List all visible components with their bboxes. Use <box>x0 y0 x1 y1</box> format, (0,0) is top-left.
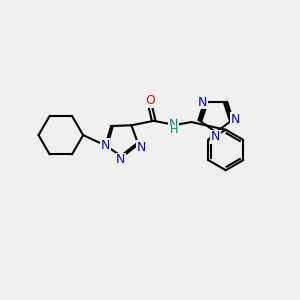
Text: N: N <box>101 139 110 152</box>
Text: N: N <box>211 130 220 143</box>
Text: N: N <box>230 113 240 126</box>
Text: O: O <box>145 94 155 107</box>
Text: N: N <box>116 153 126 166</box>
Text: N: N <box>136 141 146 154</box>
Text: N: N <box>169 118 178 131</box>
Text: N: N <box>198 96 207 109</box>
Text: H: H <box>169 125 178 135</box>
